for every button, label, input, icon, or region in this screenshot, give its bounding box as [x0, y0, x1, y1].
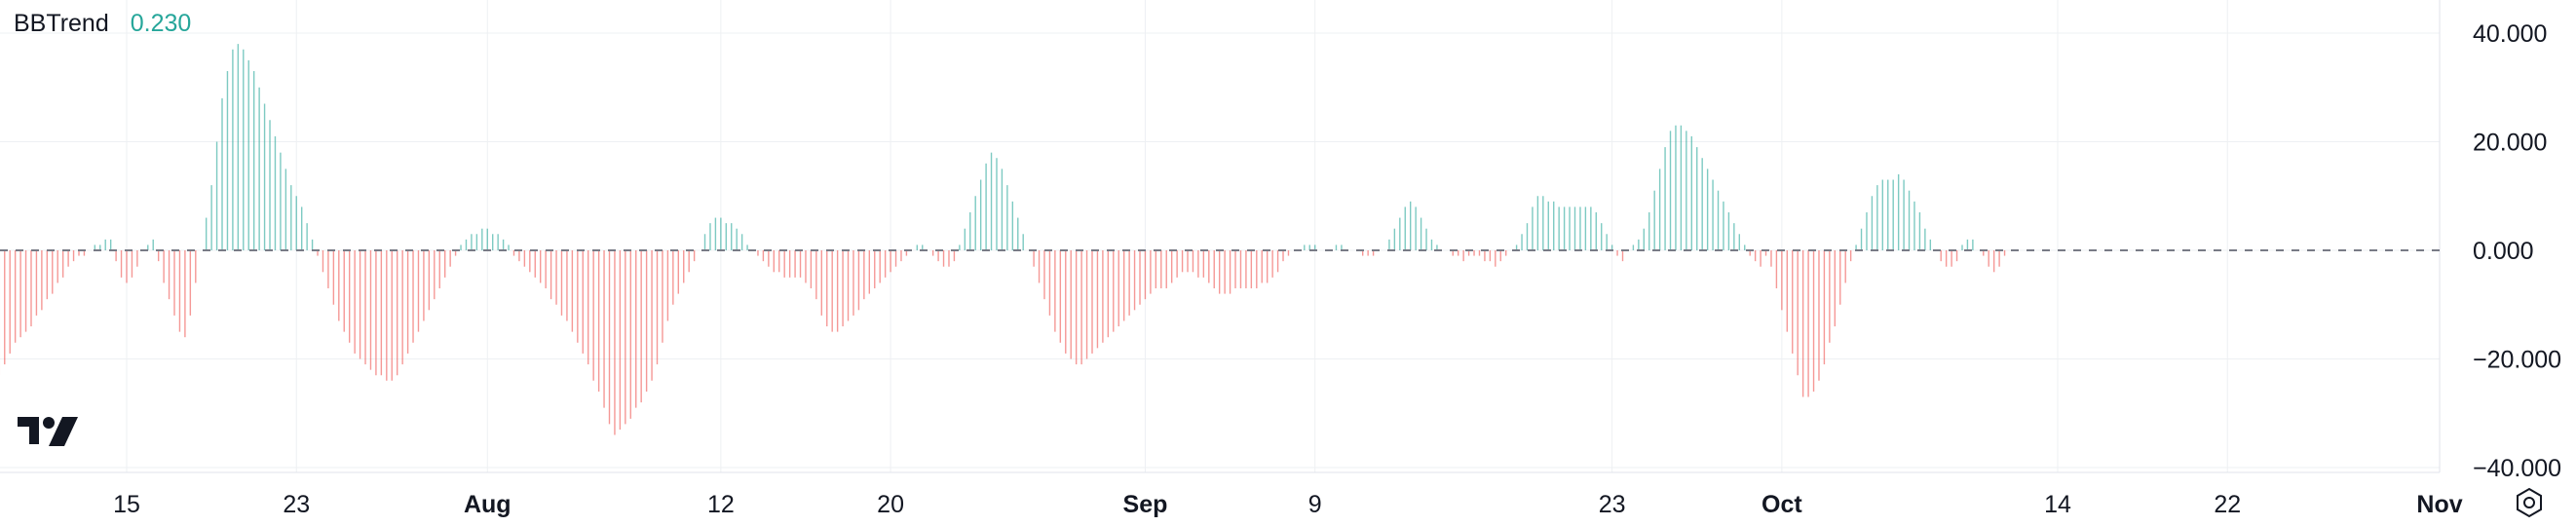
settings-hexagon-icon[interactable] [2512, 485, 2547, 520]
y-tick-label: −40.000 [2473, 455, 2561, 482]
x-tick-label: 22 [2214, 491, 2241, 518]
x-tick-label: 12 [707, 491, 735, 518]
histogram-bars [0, 44, 2006, 435]
indicator-name[interactable]: BBTrend [14, 10, 109, 37]
tradingview-logo-icon[interactable] [18, 415, 78, 450]
x-tick-label: 15 [113, 491, 140, 518]
x-tick-label: 9 [1308, 491, 1322, 518]
y-tick-label: 20.000 [2473, 130, 2547, 157]
x-tick-label: 23 [283, 491, 310, 518]
indicator-value: 0.230 [130, 10, 192, 37]
x-tick-label: 23 [1599, 491, 1626, 518]
x-tick-label: 20 [877, 491, 904, 518]
y-tick-label: 0.000 [2473, 238, 2534, 265]
chart-grid [0, 0, 2441, 473]
y-axis: 40.000 20.000 0.000 −20.000 −40.000 [2473, 20, 2561, 482]
x-tick-label: Nov [2416, 491, 2462, 518]
indicator-legend[interactable]: BBTrend 0.230 [14, 10, 191, 38]
x-tick-label: 14 [2044, 491, 2071, 518]
y-tick-label: 40.000 [2473, 20, 2547, 48]
x-axis: 15 23 Aug 12 20 Sep 9 23 Oct 14 22 Nov [113, 491, 2463, 518]
x-tick-label: Aug [464, 491, 511, 518]
x-tick-label: Oct [1762, 491, 1802, 518]
x-tick-label: Sep [1123, 491, 1168, 518]
y-tick-label: −20.000 [2473, 347, 2561, 374]
